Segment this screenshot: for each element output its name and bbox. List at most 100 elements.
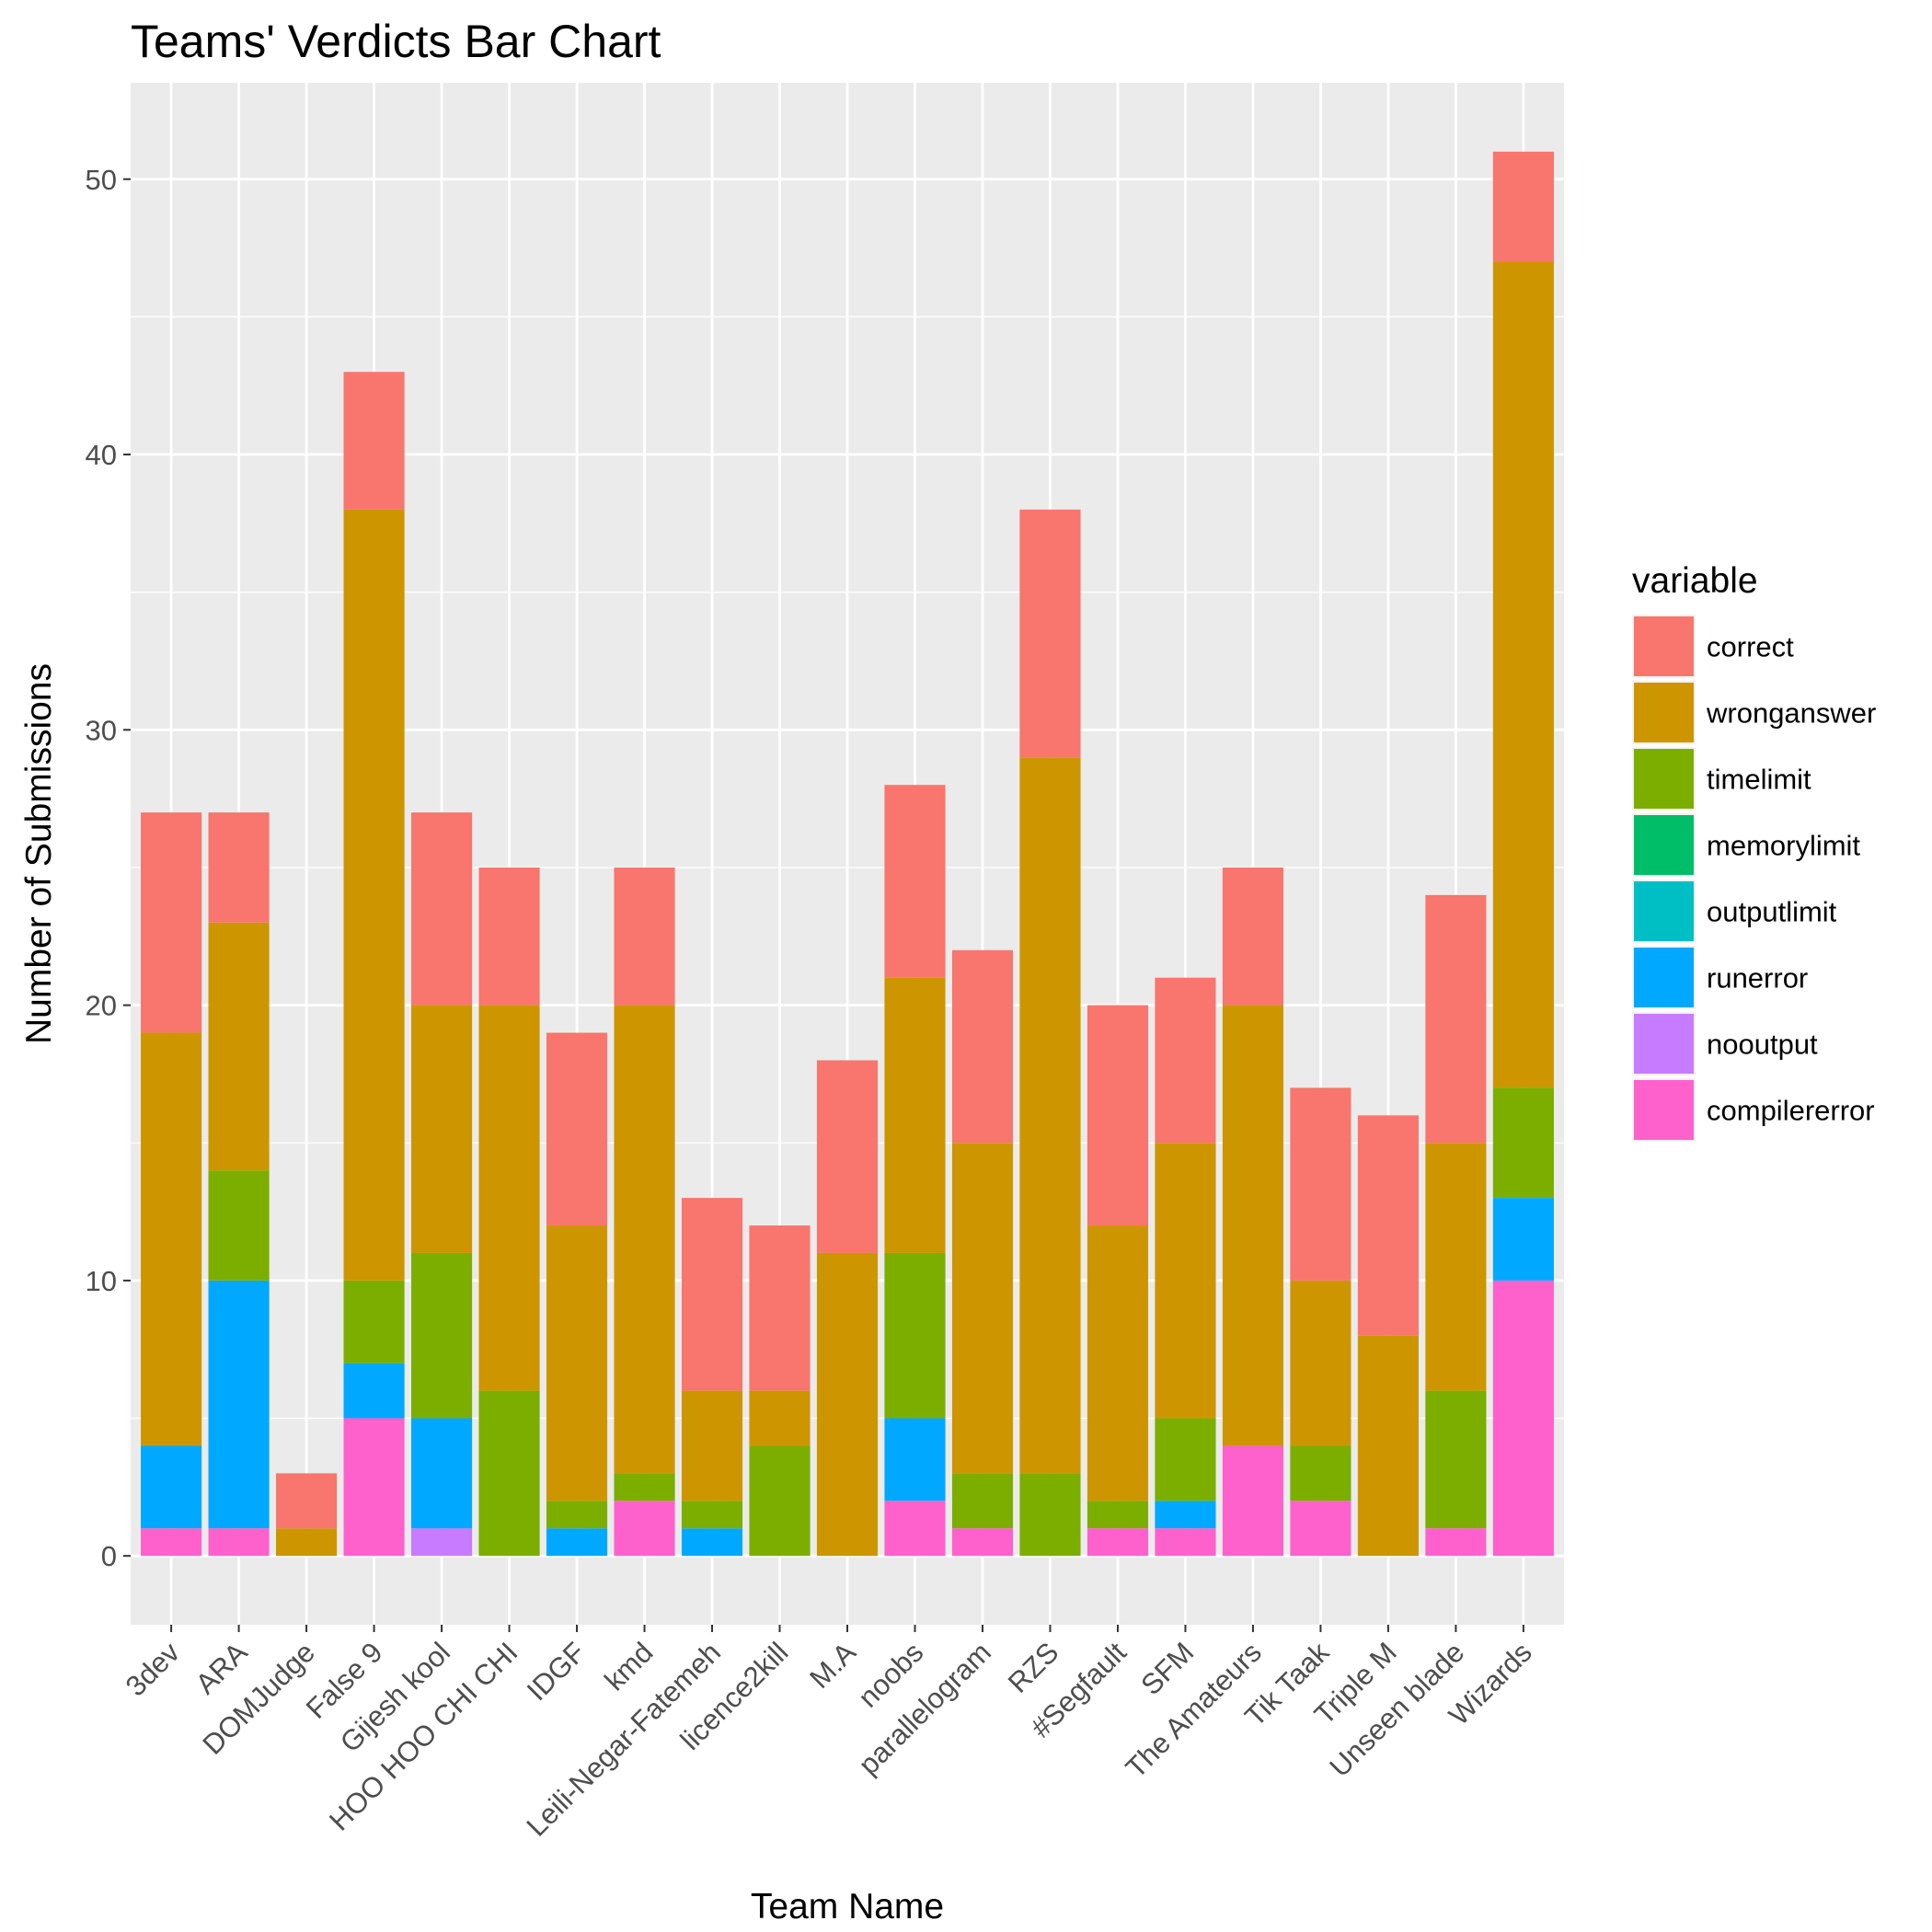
bar-segment-timelimit (614, 1473, 675, 1501)
legend-label: memorylimit (1707, 830, 1860, 862)
bar-segment-wronganswer (614, 1005, 675, 1474)
legend-label: timelimit (1707, 764, 1811, 796)
bar-segment-timelimit (208, 1170, 270, 1281)
bar-segment-correct (1087, 1005, 1149, 1226)
bar-segment-runerror (141, 1445, 202, 1529)
bar-segment-compilererror (951, 1528, 1014, 1557)
legend-label: nooutput (1707, 1029, 1818, 1061)
bar-segment-wronganswer (951, 1143, 1014, 1474)
bar-segment-correct (816, 1060, 879, 1253)
bar-segment-timelimit (343, 1280, 405, 1363)
bar-segment-wronganswer (141, 1032, 202, 1446)
bar-segment-correct (276, 1473, 338, 1529)
bar-segment-timelimit (884, 1252, 946, 1419)
bar-segment-timelimit (1019, 1473, 1081, 1557)
x-axis-title: Team Name (751, 1887, 944, 1926)
bar-segment-wronganswer (546, 1225, 608, 1501)
bar-segment-correct (681, 1198, 743, 1391)
bar-segment-runerror (343, 1363, 405, 1419)
bar-segment-wronganswer (1492, 261, 1554, 1088)
bar-segment-timelimit (1492, 1087, 1554, 1199)
bar-segment-timelimit (478, 1390, 540, 1557)
bar-segment-wronganswer (1019, 757, 1081, 1474)
bar-segment-correct (1155, 977, 1216, 1144)
legend: variable correct wronganswer timelimit memo… (1632, 561, 1876, 1142)
bar-segment-wronganswer (410, 1005, 473, 1253)
bar-segment-timelimit (749, 1445, 811, 1557)
bar-segment-correct (1425, 894, 1487, 1144)
bar-segment-correct (1357, 1115, 1419, 1336)
bar-segment-correct (141, 812, 202, 1033)
legend-key-correct (1634, 616, 1694, 676)
bar-segment-compilererror (1087, 1528, 1149, 1557)
bar-segment-compilererror (208, 1528, 270, 1557)
bar-segment-correct (1222, 867, 1284, 1006)
bar-segment-compilererror (1155, 1528, 1216, 1557)
bar-segment-wronganswer (1087, 1225, 1149, 1501)
bar-segment-runerror (410, 1418, 473, 1529)
bar-segment-compilererror (884, 1501, 946, 1557)
bar-segment-correct (1290, 1087, 1351, 1281)
bar-segment-timelimit (681, 1501, 743, 1529)
y-axis-title: Number of Submissions (19, 663, 59, 1044)
x-tick-label: M.A (803, 1636, 862, 1695)
legend-key-memorylimit (1634, 815, 1694, 875)
chart-title: Teams' Verdicts Bar Chart (131, 16, 661, 67)
bar-segment-correct (208, 812, 270, 923)
x-tick-label: 3dev (120, 1636, 187, 1703)
legend-key-runerror (1634, 948, 1694, 1007)
bar-segment-timelimit (1425, 1390, 1487, 1529)
bar-segment-timelimit (410, 1252, 473, 1419)
bar-segment-correct (478, 867, 540, 1006)
legend-label: runerror (1707, 962, 1808, 995)
bar-segment-correct (884, 785, 946, 978)
legend-key-outputlimit (1634, 881, 1694, 941)
bar-segment-timelimit (1290, 1445, 1351, 1501)
bar-segment-runerror (1492, 1198, 1554, 1281)
bar-segment-runerror (681, 1528, 743, 1557)
bar-segment-wronganswer (478, 1005, 540, 1391)
bar-segment-compilererror (1492, 1280, 1554, 1557)
bar-segment-timelimit (1087, 1501, 1149, 1529)
bar-segment-compilererror (343, 1418, 405, 1557)
bar-segment-timelimit (1155, 1418, 1216, 1501)
bar-segment-runerror (546, 1528, 608, 1557)
y-tick-label: 0 (101, 1540, 117, 1572)
bar-segment-runerror (884, 1418, 946, 1501)
bar-segment-wronganswer (1357, 1335, 1419, 1557)
x-tick-label: IDGF (521, 1636, 592, 1707)
y-tick-label: 10 (86, 1265, 117, 1297)
bar-segment-wronganswer (1222, 1005, 1284, 1446)
bar-segment-compilererror (1425, 1528, 1487, 1557)
bar-segment-wronganswer (749, 1390, 811, 1446)
bar-segment-timelimit (951, 1473, 1014, 1529)
x-tick-label: kmd (598, 1636, 659, 1696)
bar-segment-wronganswer (208, 922, 270, 1171)
y-tick-label: 20 (86, 990, 117, 1022)
legend-key-nooutput (1634, 1014, 1694, 1074)
bar-segment-compilererror (1222, 1445, 1284, 1557)
y-tick-label: 50 (86, 164, 117, 196)
bar-segment-runerror (208, 1280, 270, 1529)
bar-segment-timelimit (546, 1501, 608, 1529)
bar-segment-correct (749, 1225, 811, 1391)
legend-label: wronganswer (1706, 697, 1876, 730)
bar-segment-correct (343, 372, 405, 510)
bar-segment-wronganswer (1155, 1143, 1216, 1419)
bar-segment-wronganswer (1425, 1143, 1487, 1391)
legend-key-compilererror (1634, 1080, 1694, 1140)
bar-segment-correct (951, 949, 1014, 1144)
y-tick-label: 30 (86, 714, 117, 746)
bars-layer (141, 151, 1554, 1557)
legend-title: variable (1632, 561, 1758, 601)
bar-segment-wronganswer (343, 509, 405, 1281)
legend-key-timelimit (1634, 749, 1694, 809)
bar-segment-compilererror (614, 1501, 675, 1557)
bar-segment-compilererror (1290, 1501, 1351, 1557)
bar-segment-nooutput (410, 1528, 473, 1557)
bar-segment-correct (1492, 151, 1554, 262)
bar-segment-correct (546, 1032, 608, 1226)
bar-segment-wronganswer (884, 977, 946, 1253)
